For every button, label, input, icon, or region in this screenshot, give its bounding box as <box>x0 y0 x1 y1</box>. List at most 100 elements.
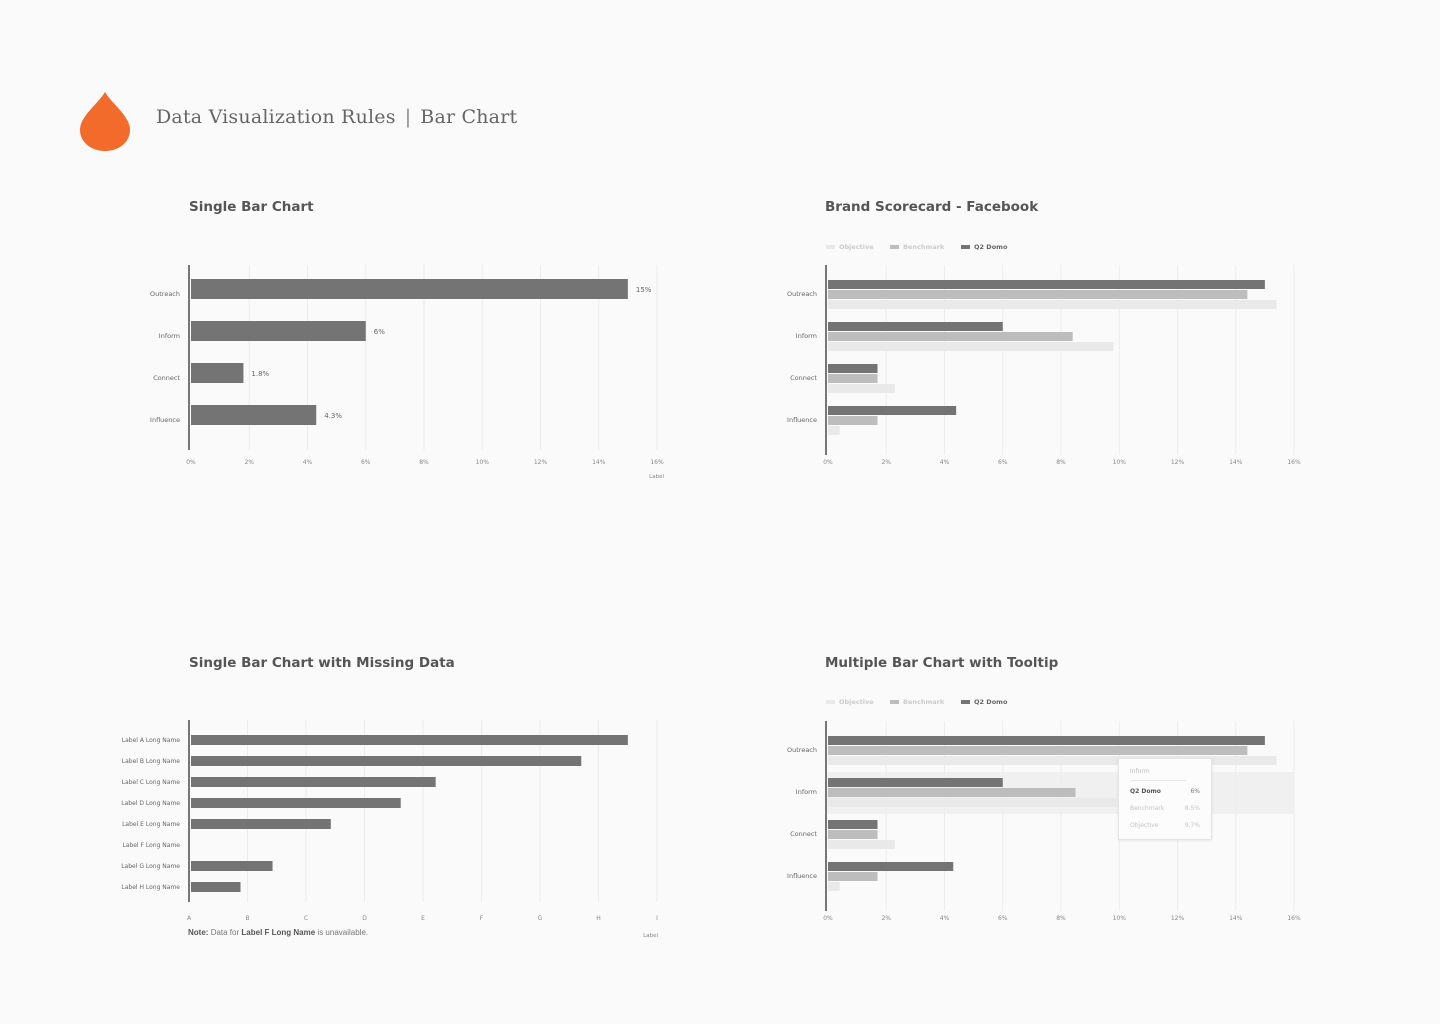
legend-swatch <box>826 700 835 704</box>
bar <box>191 819 331 829</box>
x-tick-label: 2% <box>881 915 891 922</box>
tooltip-row: Benchmark 8.5% <box>1130 805 1200 812</box>
x-tick-label: 6% <box>998 459 1008 466</box>
x-tick-label: 10% <box>1113 459 1127 466</box>
x-tick-label: D <box>362 915 367 922</box>
bar-benchmark <box>828 290 1248 299</box>
y-category-label: Influence <box>150 416 180 424</box>
x-tick-label: 4% <box>303 459 313 466</box>
tooltip-row-value: 6% <box>1190 788 1200 795</box>
tooltip-row-name: Objective <box>1130 822 1159 829</box>
bar-benchmark <box>828 788 1076 797</box>
legend-entry: Benchmark <box>903 243 945 251</box>
bar-objective <box>828 300 1277 309</box>
x-tick-label: H <box>596 915 601 922</box>
x-tick-label: 12% <box>1171 915 1185 922</box>
bar-data-label: 6% <box>374 328 385 336</box>
legend-entry: Objective <box>839 243 874 251</box>
x-tick-label: 16% <box>650 459 664 466</box>
bar-q2-domo <box>828 406 957 415</box>
missing-data-chart: A B C D E F G H I Label A Long Name Label B Long N… <box>121 720 658 939</box>
x-tick-label: 2% <box>881 459 891 466</box>
page-title-separator: | <box>404 106 412 128</box>
bar-objective <box>828 882 840 891</box>
y-category-label: Label E Long Name <box>122 821 180 828</box>
x-tick-label: C <box>304 915 308 922</box>
bar-q2-domo <box>828 322 1003 331</box>
legend-swatch <box>961 700 970 704</box>
tooltip-row: Q2 Domo 6% <box>1130 788 1200 795</box>
legend-entry: Objective <box>839 698 874 706</box>
tooltip-chart: 0% 2% 4% 6% 8% 10% 12% 14% 16% Objective Benchmark… <box>787 698 1301 922</box>
y-category-label: Label F Long Name <box>122 842 180 849</box>
x-axis-label: Label <box>643 933 658 939</box>
note-suffix: is unavailable. <box>317 928 369 937</box>
bar-data-label: 15% <box>636 286 652 294</box>
x-tick-label: 12% <box>534 459 548 466</box>
bar <box>191 798 401 808</box>
droplet-logo-icon <box>80 92 130 151</box>
bar-benchmark <box>828 746 1248 755</box>
y-category-label: Label D Long Name <box>121 800 180 807</box>
y-category-label: Outreach <box>787 290 817 298</box>
bar-objective <box>828 756 1277 765</box>
bar-benchmark <box>828 374 878 383</box>
bar <box>191 861 273 871</box>
y-category-label: Label A Long Name <box>122 737 181 744</box>
bar-benchmark <box>828 332 1073 341</box>
bar <box>191 405 317 425</box>
legend-entry: Benchmark <box>903 698 945 706</box>
bar-objective <box>828 798 1117 807</box>
chart-title-single-bar: Single Bar Chart <box>189 199 314 215</box>
bar-q2-domo <box>828 280 1265 289</box>
bar <box>191 756 582 766</box>
x-tick-label: I <box>656 915 658 922</box>
bar <box>191 735 628 745</box>
tooltip-row-value: 8.5% <box>1184 805 1200 812</box>
tooltip-divider <box>1130 780 1186 781</box>
x-tick-label: 2% <box>244 459 254 466</box>
bar-objective <box>828 426 840 435</box>
y-category-label: Connect <box>790 374 817 382</box>
y-category-label: Connect <box>790 830 817 838</box>
x-tick-label: 14% <box>1229 915 1243 922</box>
bar-data-label: 1.8% <box>251 370 269 378</box>
chart-title-missing-data: Single Bar Chart with Missing Data <box>189 655 455 671</box>
bar-objective <box>828 840 895 849</box>
x-tick-label: 4% <box>940 459 950 466</box>
x-tick-label: 12% <box>1171 459 1185 466</box>
bar <box>191 321 366 341</box>
x-tick-label: 10% <box>476 459 490 466</box>
y-category-label: Influence <box>787 416 817 424</box>
x-tick-label: 0% <box>823 915 833 922</box>
y-category-label: Label C Long Name <box>122 779 181 786</box>
y-category-label: Influence <box>787 872 817 880</box>
x-tick-label: 16% <box>1287 915 1301 922</box>
tooltip-row-value: 9.7% <box>1184 822 1200 829</box>
x-tick-label: B <box>245 915 249 922</box>
bar-q2-domo <box>828 778 1003 787</box>
x-tick-label: 14% <box>592 459 606 466</box>
x-tick-label: 0% <box>186 459 196 466</box>
bar-benchmark <box>828 830 878 839</box>
bar-objective <box>828 384 895 393</box>
bar-q2-domo <box>828 862 954 871</box>
x-tick-label: G <box>538 915 543 922</box>
x-tick-label: 6% <box>998 915 1008 922</box>
page-header: Data Visualization Rules | Bar Chart <box>0 0 1440 170</box>
y-category-label: Label G Long Name <box>121 863 180 870</box>
note-prefix: Note: <box>188 928 209 937</box>
y-category-label: Inform <box>796 332 817 340</box>
bar <box>191 777 436 787</box>
bar-objective <box>828 342 1114 351</box>
x-tick-label: 8% <box>1056 459 1066 466</box>
page-title-main: Data Visualization Rules <box>156 106 396 128</box>
brand-scorecard-chart: 0% 2% 4% 6% 8% 10% 12% 14% 16% Objective Benchmark… <box>787 243 1301 466</box>
bar <box>191 363 244 383</box>
legend-swatch <box>961 245 970 249</box>
note-label: Label F Long Name <box>241 928 316 937</box>
tooltip-category: Inform <box>1130 768 1150 775</box>
bar-q2-domo <box>828 820 878 829</box>
y-category-label: Outreach <box>787 746 817 754</box>
x-tick-label: 14% <box>1229 459 1243 466</box>
